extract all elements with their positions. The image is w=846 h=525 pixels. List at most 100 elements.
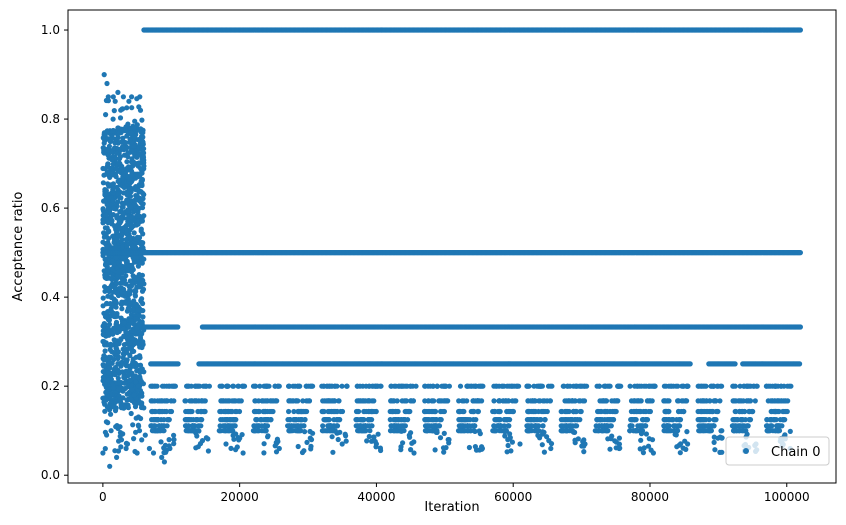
data-point (125, 208, 131, 214)
data-point (265, 417, 271, 423)
data-point (222, 408, 228, 415)
data-point (223, 383, 230, 389)
data-point (133, 254, 140, 260)
data-point (102, 187, 108, 193)
data-point (140, 300, 146, 307)
data-point (103, 389, 109, 395)
data-point (123, 273, 129, 279)
data-point (106, 143, 112, 149)
data-point (125, 191, 132, 197)
data-point (364, 438, 370, 444)
data-point (175, 324, 181, 330)
data-point (110, 127, 116, 134)
data-point (107, 301, 113, 307)
data-point (687, 361, 693, 367)
data-point (119, 254, 125, 260)
data-point (121, 342, 127, 348)
plot-area (100, 27, 804, 469)
data-point (131, 230, 137, 236)
data-point (105, 98, 111, 104)
data-point (394, 398, 400, 404)
data-point (115, 273, 121, 279)
data-point (335, 436, 341, 443)
data-point (140, 130, 146, 136)
data-point (124, 227, 130, 233)
data-point (136, 152, 142, 158)
data-point (329, 383, 335, 389)
data-point (218, 398, 224, 404)
data-point (110, 289, 116, 295)
data-point (134, 325, 140, 331)
data-point (334, 423, 340, 429)
data-point (326, 423, 332, 429)
data-point (363, 408, 369, 415)
data-point (122, 140, 129, 146)
data-point (117, 380, 123, 386)
data-point (102, 190, 108, 197)
data-point (135, 221, 141, 227)
data-point (193, 445, 199, 451)
data-point (136, 428, 143, 434)
data-point (102, 284, 108, 290)
data-point (130, 422, 136, 428)
data-point (192, 383, 198, 389)
data-point (129, 279, 135, 285)
data-point (116, 130, 122, 136)
data-point (102, 348, 108, 354)
data-point (108, 137, 114, 143)
data-point (196, 423, 202, 429)
data-point (134, 234, 141, 240)
data-point (105, 235, 112, 242)
data-point (167, 408, 173, 415)
data-point (129, 244, 136, 250)
data-point (131, 300, 137, 306)
data-point (265, 433, 271, 439)
data-point (164, 417, 170, 423)
data-point (263, 398, 269, 404)
data-point (113, 319, 120, 325)
data-point (296, 428, 302, 434)
data-point (120, 280, 127, 286)
data-point (101, 363, 107, 369)
data-point (114, 423, 120, 429)
data-point (217, 408, 223, 415)
data-point (137, 355, 143, 361)
data-point (105, 420, 111, 426)
data-point (139, 288, 146, 294)
data-point (113, 298, 119, 304)
data-point (114, 237, 120, 243)
data-point (141, 256, 147, 262)
data-point (236, 437, 242, 443)
data-point (229, 408, 235, 415)
data-point (148, 383, 154, 389)
data-point (261, 441, 267, 447)
data-point (302, 417, 308, 423)
data-point (403, 398, 409, 404)
data-point (121, 145, 127, 151)
data-point (110, 233, 116, 239)
data-point (359, 417, 365, 423)
data-point (110, 197, 116, 204)
data-point (102, 288, 108, 294)
data-point (106, 360, 112, 366)
data-point (102, 314, 109, 320)
data-point (128, 130, 134, 136)
data-point (141, 163, 147, 169)
data-points (100, 27, 804, 469)
data-point (194, 433, 200, 439)
data-point (124, 397, 130, 403)
data-point (125, 241, 132, 247)
data-point (797, 324, 804, 330)
data-point (126, 307, 132, 313)
data-point (138, 228, 144, 234)
data-point (111, 337, 117, 343)
data-point (121, 184, 127, 190)
data-point (149, 428, 155, 434)
data-point (199, 438, 206, 444)
data-point (102, 429, 108, 435)
data-point (275, 383, 281, 389)
data-point (292, 383, 298, 389)
data-point (128, 396, 134, 403)
data-point (120, 210, 126, 216)
data-point (117, 115, 124, 121)
